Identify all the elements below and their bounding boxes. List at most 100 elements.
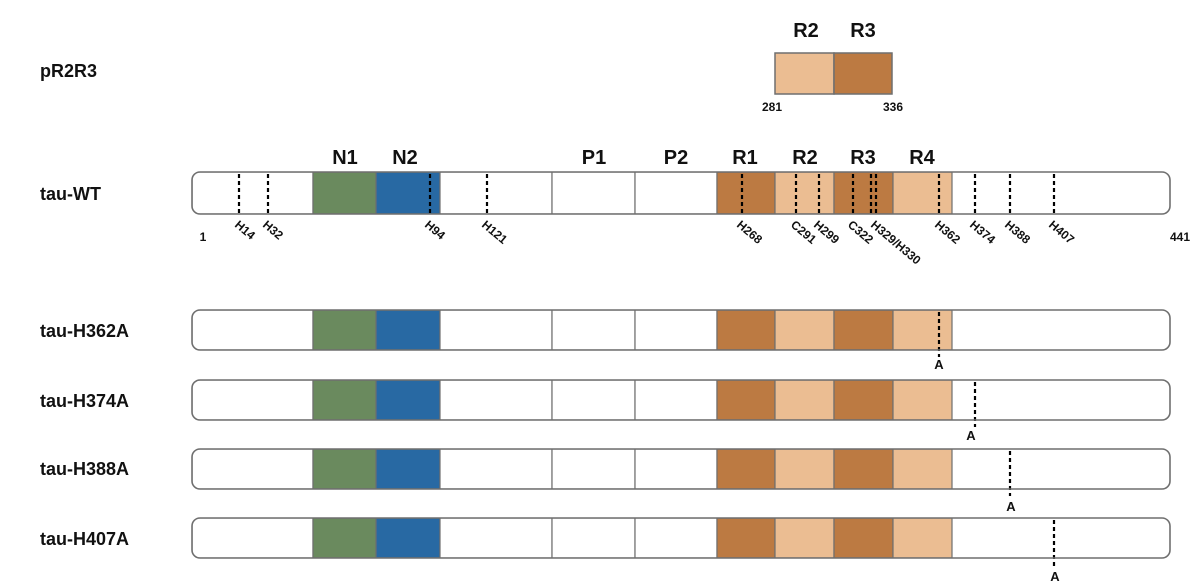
mutant-label-h407a: tau-H407A [40,529,129,549]
site-label-h388: H388 [1002,218,1033,247]
mutant-mark-h374a: A [966,428,976,443]
segment-r2 [774,172,835,214]
fragment-r2-block [774,52,835,95]
segment-r3 [833,172,894,214]
segment-n-terminal [192,310,314,350]
domain-label-r2: R2 [792,147,818,169]
bar-outline [191,448,1171,490]
segment-r2 [774,310,835,350]
segment-n1 [312,310,377,350]
site-label-h32: H32 [260,218,286,243]
segment-p2 [634,518,718,558]
mutant-mark-h388a: A [1006,499,1016,514]
bar-segments [192,310,1170,350]
segment-n-terminal [192,380,314,420]
fragment-end-residue: 336 [883,100,903,114]
site-label-h407: H407 [1046,218,1077,247]
wt-protein-bar [191,171,1171,216]
segment-r4 [892,518,953,558]
bar-outline [191,379,1171,421]
segment-proj-linker [439,310,553,350]
domain-label-r1: R1 [732,147,758,169]
segment-n2 [375,172,441,214]
bar-segments [192,449,1170,489]
segment-r2 [774,518,835,558]
domain-label-n1: N1 [332,147,358,169]
site-label-c322: C322 [845,218,876,247]
site-label-h362: H362 [932,218,963,247]
segment-proj-linker [439,380,553,420]
fragment-start-residue: 281 [762,100,782,114]
bar-segments [192,172,1170,214]
segment-n-terminal [192,518,314,558]
fragment-r3-block [833,52,893,95]
bar-outline [191,309,1171,351]
domain-label-p1: P1 [582,147,606,169]
segment-r2 [774,449,835,489]
segment-r3 [833,518,894,558]
segment-r1 [716,172,776,214]
segment-r4 [892,449,953,489]
site-label-c291: C291 [788,218,819,247]
mutant-label-h362a: tau-H362A [40,321,129,341]
segment-p1 [551,172,636,214]
segment-proj-linker [439,449,553,489]
fragment-domain-r2-label: R2 [793,20,819,42]
segment-n-terminal [192,449,314,489]
segment-n1 [312,172,377,214]
bar-outline [191,517,1171,559]
segment-n-terminal [192,172,314,214]
mutant-mark-h407a: A [1050,569,1060,584]
mutant-label-h374a: tau-H374A [40,391,129,411]
bar-segments [192,518,1170,558]
segment-n2 [375,380,441,420]
segment-r4 [892,380,953,420]
segment-r3 [833,449,894,489]
segment-r1 [716,518,776,558]
mutant-bar-h374a [191,379,1171,427]
domain-label-n2: N2 [392,147,418,169]
site-label-h374: H374 [967,218,998,247]
segment-n2 [375,518,441,558]
mutant-mark-h362a: A [934,357,944,372]
segment-r1 [716,310,776,350]
site-labels: H14 H32 H94 H121 H268 C291 H299 C322 H32… [232,218,1077,268]
mutant-label-h388a: tau-H388A [40,459,129,479]
bar-outline [191,171,1171,215]
segment-p1 [551,518,636,558]
site-label-h268: H268 [734,218,765,247]
segment-proj-linker [439,172,553,214]
domain-label-p2: P2 [664,147,688,169]
segment-n1 [312,380,377,420]
segment-p1 [551,380,636,420]
segment-p2 [634,380,718,420]
wt-end-residue: 441 [1170,230,1190,244]
segment-r4 [892,172,953,214]
site-label-h14: H14 [232,218,258,243]
segment-n2 [375,310,441,350]
segment-r4 [892,310,953,350]
segment-p2 [634,172,718,214]
mutant-bar-h362a [191,309,1171,357]
segment-p1 [551,449,636,489]
site-label-h329-h330: H329/H330 [868,218,924,268]
site-label-h121: H121 [479,218,510,247]
segment-proj-linker [439,518,553,558]
fragment-domain-r3-label: R3 [850,20,876,42]
mutant-bar-h388a [191,448,1171,496]
segment-p1 [551,310,636,350]
site-label-h94: H94 [422,218,448,243]
segment-r3 [833,310,894,350]
segment-r1 [716,380,776,420]
fragment-label: pR2R3 [40,61,97,81]
domain-label-r4: R4 [909,147,935,169]
segment-n1 [312,449,377,489]
segment-r3 [833,380,894,420]
bar-segments [192,380,1170,420]
segment-r2 [774,380,835,420]
segment-r1 [716,449,776,489]
wt-start-residue: 1 [200,230,207,244]
segment-p2 [634,449,718,489]
segment-n2 [375,449,441,489]
